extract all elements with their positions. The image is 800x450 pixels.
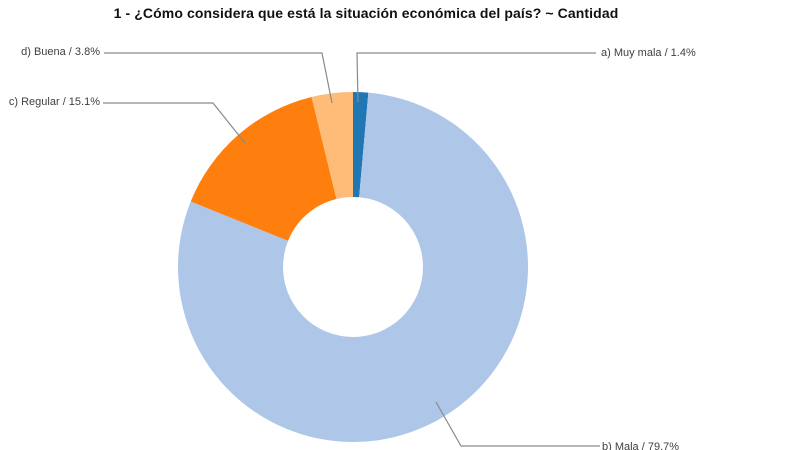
leader-line-mala <box>435 401 600 447</box>
slice-regular <box>190 96 337 241</box>
chart-title: 1 - ¿Cómo considera que está la situació… <box>113 5 619 21</box>
leader-line-muy-mala <box>356 52 596 103</box>
leader-line-buena <box>104 52 333 104</box>
slice-buena <box>311 92 353 199</box>
callout-label-muy-mala: a) Muy mala / 1.4% <box>601 47 696 59</box>
callout-label-buena: d) Buena / 3.8% <box>21 46 100 58</box>
donut <box>178 92 529 443</box>
callout-label-regular: c) Regular / 15.1% <box>8 96 100 108</box>
slice-mala <box>178 92 529 443</box>
slice-muy-mala <box>353 92 369 198</box>
leader-line-regular <box>103 102 246 144</box>
callout-label-mala: b) Mala / 79.7% <box>602 441 680 450</box>
